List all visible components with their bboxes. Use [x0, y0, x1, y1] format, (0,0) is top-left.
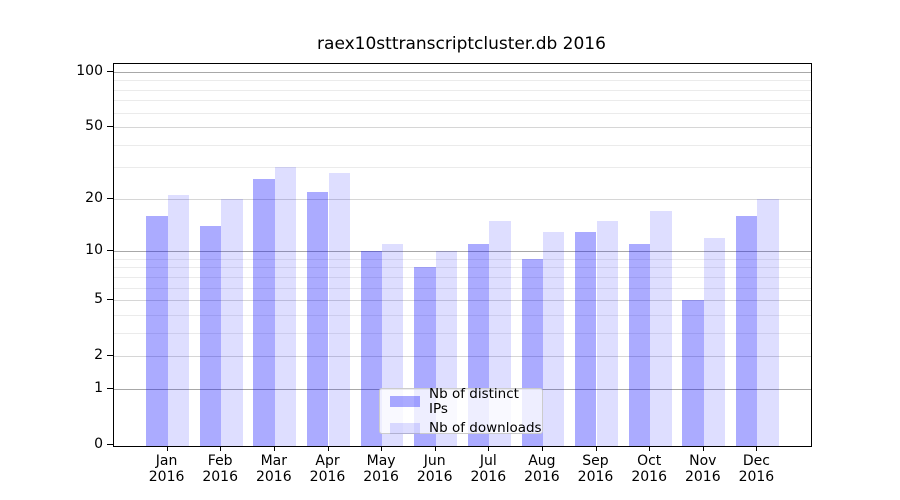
chart-title: raex10sttranscriptcluster.db 2016 — [317, 34, 606, 54]
x-tick-label-apr: Apr 2016 — [309, 453, 346, 485]
bar-downloads-aug — [542, 231, 565, 446]
legend: Nb of distinct IPs Nb of downloads — [379, 385, 543, 436]
bar-ips-dec — [735, 215, 758, 446]
x-tick-label-jul: Jul 2016 — [470, 453, 507, 485]
bar-downloads-dec — [757, 198, 779, 446]
bar-ips-apr — [307, 191, 329, 446]
y-tick-label-50: 50 — [85, 118, 103, 134]
x-tick-mark-aug — [541, 446, 543, 451]
y-tick-mark-1 — [107, 388, 113, 390]
x-tick-mark-mar — [273, 446, 275, 451]
bar-ips-oct — [628, 244, 651, 446]
bar-ips-feb — [199, 226, 222, 446]
x-tick-mark-jul — [488, 446, 490, 451]
bar-ips-sep — [575, 231, 597, 446]
x-tick-label-dec: Dec 2016 — [738, 453, 775, 485]
y-tick-mark-5 — [107, 299, 113, 301]
y-tick-label-100: 100 — [76, 62, 103, 79]
y-tick-label-0: 0 — [94, 436, 103, 453]
y-tick-mark-0 — [107, 444, 113, 446]
y-tick-mark-100 — [107, 70, 113, 72]
y-tick-mark-20 — [107, 197, 113, 199]
x-tick-label-aug: Aug 2016 — [524, 453, 560, 485]
legend-entry-downloads: Nb of downloads — [390, 419, 542, 436]
gridline-70 — [114, 100, 811, 102]
gridline-80 — [114, 89, 811, 91]
gridline-3 — [114, 333, 811, 335]
y-tick-mark-2 — [107, 355, 113, 357]
x-tick-mark-jan — [166, 446, 168, 451]
legend-label-downloads: Nb of downloads — [429, 419, 542, 436]
gridline-2 — [114, 356, 811, 358]
legend-label-ips: Nb of distinct IPs — [429, 385, 519, 417]
y-tick-label-1: 1 — [94, 380, 103, 397]
x-tick-mark-nov — [702, 446, 704, 451]
bar-downloads-jan — [167, 195, 189, 446]
gridline-8 — [114, 267, 811, 269]
legend-swatch-ips-icon — [390, 396, 420, 407]
x-tick-mark-sep — [595, 446, 597, 451]
gridline-6 — [114, 287, 811, 289]
gridline-90 — [114, 80, 811, 82]
y-tick-label-2: 2 — [94, 347, 103, 364]
gridline-9 — [114, 258, 811, 260]
gridline-30 — [114, 167, 811, 169]
y-tick-label-20: 20 — [85, 189, 103, 206]
bar-ips-jan — [146, 215, 168, 446]
x-tick-mark-dec — [756, 446, 758, 451]
gridline-60 — [114, 112, 811, 114]
gridline-50 — [114, 127, 811, 128]
x-tick-label-sep: Sep 2016 — [577, 453, 614, 485]
bar-ips-nov — [682, 300, 704, 446]
legend-swatch-downloads-icon — [390, 422, 420, 434]
gridline-10 — [114, 251, 811, 253]
x-tick-label-may: May 2016 — [363, 453, 399, 485]
gridline-5 — [114, 300, 811, 302]
bar-downloads-oct — [650, 211, 672, 446]
x-tick-label-jan: Jan 2016 — [148, 453, 185, 485]
x-tick-label-oct: Oct 2016 — [631, 453, 667, 485]
bar-ips-may — [360, 251, 382, 446]
gridline-4 — [114, 315, 811, 316]
y-tick-mark-50 — [107, 126, 113, 127]
x-tick-mark-may — [381, 446, 383, 451]
y-tick-mark-10 — [107, 250, 113, 252]
gridline-100 — [114, 71, 811, 73]
gridline-40 — [114, 144, 811, 146]
y-tick-label-5: 5 — [94, 291, 103, 308]
bar-downloads-mar — [274, 167, 297, 446]
gridline-7 — [114, 277, 811, 278]
bar-downloads-feb — [221, 198, 243, 446]
x-tick-mark-apr — [327, 446, 329, 451]
gridline-20 — [114, 198, 811, 200]
x-tick-label-feb: Feb 2016 — [202, 453, 238, 485]
x-tick-mark-oct — [649, 446, 651, 451]
bar-downloads-apr — [328, 172, 350, 446]
x-tick-label-nov: Nov 2016 — [684, 453, 721, 485]
x-tick-label-jun: Jun 2016 — [416, 453, 453, 485]
y-tick-label-10: 10 — [85, 242, 103, 259]
x-tick-mark-feb — [220, 446, 222, 451]
bar-downloads-sep — [596, 220, 618, 446]
legend-entry-ips: Nb of distinct IPs — [390, 385, 542, 417]
x-tick-mark-jun — [434, 446, 436, 451]
x-tick-label-mar: Mar 2016 — [255, 453, 292, 485]
bar-downloads-nov — [703, 237, 726, 446]
bar-ips-mar — [253, 178, 275, 446]
